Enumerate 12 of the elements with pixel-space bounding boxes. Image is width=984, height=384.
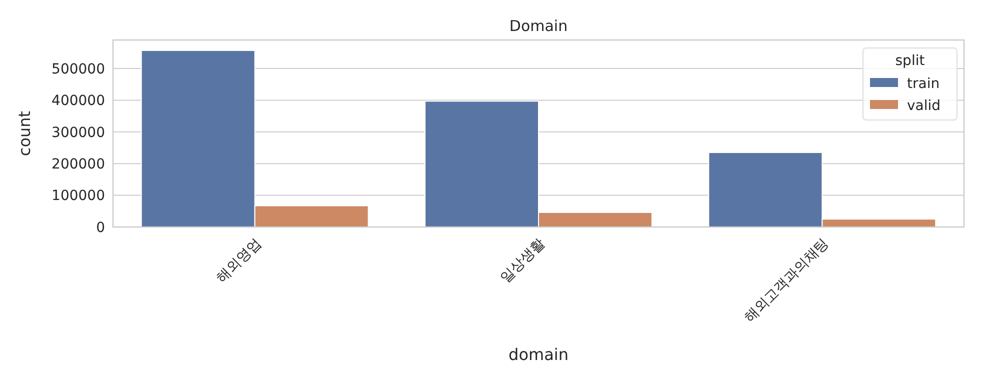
y-axis-title: count xyxy=(15,110,34,156)
x-axis-title: domain xyxy=(508,345,568,364)
y-tick-label: 400000 xyxy=(52,93,105,110)
y-tick-label: 200000 xyxy=(52,156,105,173)
y-tick-label: 100000 xyxy=(52,188,105,204)
legend-title: split xyxy=(895,53,926,69)
y-tick-label: 500000 xyxy=(52,61,105,78)
chart-title: Domain xyxy=(509,17,568,35)
legend-label: valid xyxy=(907,98,941,114)
y-tick-label: 300000 xyxy=(52,124,105,141)
legend-label: train xyxy=(907,76,940,92)
y-tick-label: 0 xyxy=(96,220,105,236)
